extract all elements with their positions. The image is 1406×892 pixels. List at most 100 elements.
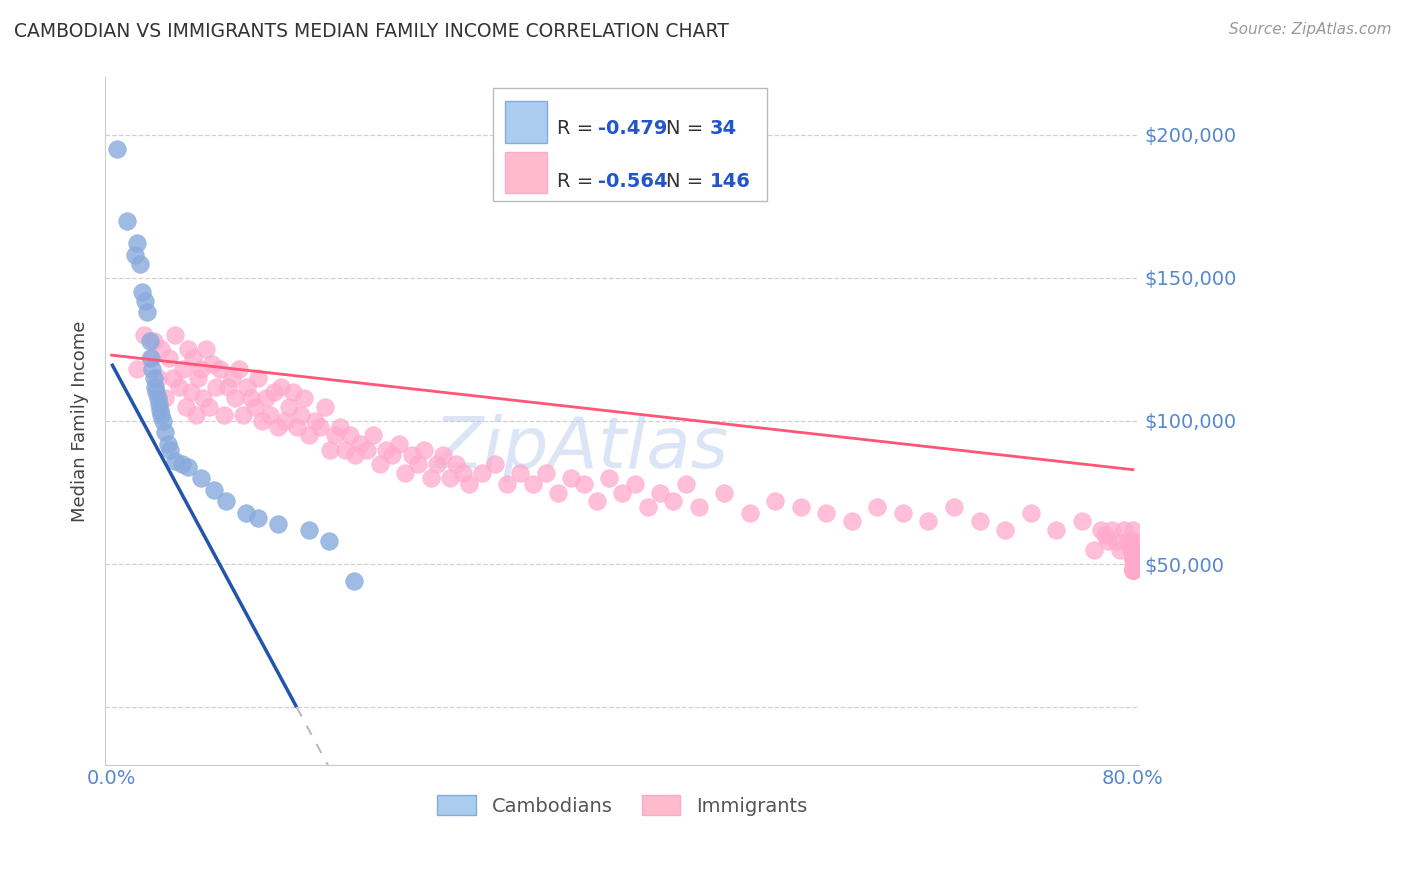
Point	[167, 379, 190, 393]
Text: -0.564: -0.564	[599, 172, 668, 192]
Point	[1094, 528, 1116, 542]
Point	[1122, 551, 1144, 566]
Point	[509, 466, 531, 480]
Text: Source: ZipAtlas.com: Source: ZipAtlas.com	[1229, 22, 1392, 37]
Point	[181, 351, 204, 365]
Point	[1122, 542, 1144, 557]
Point	[598, 471, 620, 485]
Point	[165, 454, 187, 468]
Point	[1122, 551, 1144, 566]
Point	[344, 448, 367, 462]
Point	[572, 477, 595, 491]
Point	[1097, 534, 1119, 549]
Point	[1112, 523, 1135, 537]
Text: ZipAtlas: ZipAtlas	[433, 414, 728, 483]
Point	[790, 500, 813, 514]
Point	[132, 328, 155, 343]
Point	[1122, 551, 1144, 566]
Point	[444, 457, 467, 471]
Point	[1101, 523, 1123, 537]
Point	[738, 506, 761, 520]
Point	[394, 466, 416, 480]
Point	[522, 477, 544, 491]
Point	[115, 213, 138, 227]
Point	[368, 457, 391, 471]
Legend: Cambodians, Immigrants: Cambodians, Immigrants	[429, 788, 815, 823]
Point	[195, 343, 218, 357]
Point	[298, 523, 321, 537]
Point	[128, 256, 150, 270]
Point	[177, 343, 200, 357]
Point	[209, 362, 232, 376]
Point	[343, 574, 366, 589]
Point	[139, 334, 162, 348]
Point	[688, 500, 710, 514]
Point	[263, 385, 285, 400]
Point	[339, 428, 361, 442]
Point	[156, 437, 179, 451]
Point	[419, 471, 441, 485]
Point	[496, 477, 519, 491]
Point	[1122, 542, 1144, 557]
FancyBboxPatch shape	[505, 102, 547, 143]
FancyBboxPatch shape	[494, 87, 766, 201]
Point	[560, 471, 582, 485]
Point	[197, 400, 219, 414]
Point	[1122, 557, 1144, 571]
Point	[1122, 551, 1144, 566]
Y-axis label: Median Family Income: Median Family Income	[72, 320, 89, 522]
Point	[375, 442, 398, 457]
Point	[314, 400, 336, 414]
Point	[162, 371, 184, 385]
Point	[274, 414, 297, 428]
Point	[1070, 514, 1092, 528]
Point	[150, 409, 173, 423]
Point	[841, 514, 863, 528]
Point	[243, 400, 266, 414]
Point	[142, 371, 165, 385]
Point	[1045, 523, 1067, 537]
Point	[278, 400, 301, 414]
Point	[153, 425, 176, 440]
Point	[131, 285, 153, 300]
Point	[650, 485, 672, 500]
Point	[153, 391, 176, 405]
Point	[1122, 551, 1144, 566]
Point	[285, 419, 308, 434]
Point	[484, 457, 506, 471]
Point	[202, 483, 225, 497]
Text: 146: 146	[710, 172, 751, 192]
Point	[1122, 542, 1144, 557]
Point	[247, 371, 270, 385]
Point	[180, 385, 202, 400]
Point	[201, 357, 224, 371]
Point	[471, 466, 494, 480]
Point	[266, 419, 288, 434]
Point	[184, 409, 207, 423]
Point	[146, 391, 169, 405]
Point	[247, 511, 270, 525]
Point	[143, 379, 166, 393]
Point	[969, 514, 991, 528]
Point	[1122, 534, 1144, 549]
Point	[1122, 563, 1144, 577]
Point	[174, 400, 197, 414]
Point	[157, 351, 180, 365]
Point	[236, 379, 259, 393]
Point	[134, 293, 156, 308]
Point	[1122, 551, 1144, 566]
Point	[1122, 542, 1144, 557]
Point	[127, 362, 149, 376]
Point	[190, 362, 212, 376]
Point	[1122, 551, 1144, 566]
Point	[1122, 551, 1144, 566]
Point	[205, 379, 228, 393]
Point	[1122, 563, 1144, 577]
Point	[259, 409, 281, 423]
Point	[193, 391, 215, 405]
Point	[866, 500, 889, 514]
Point	[152, 414, 174, 428]
Point	[136, 305, 159, 319]
Point	[127, 236, 149, 251]
Point	[139, 351, 162, 365]
